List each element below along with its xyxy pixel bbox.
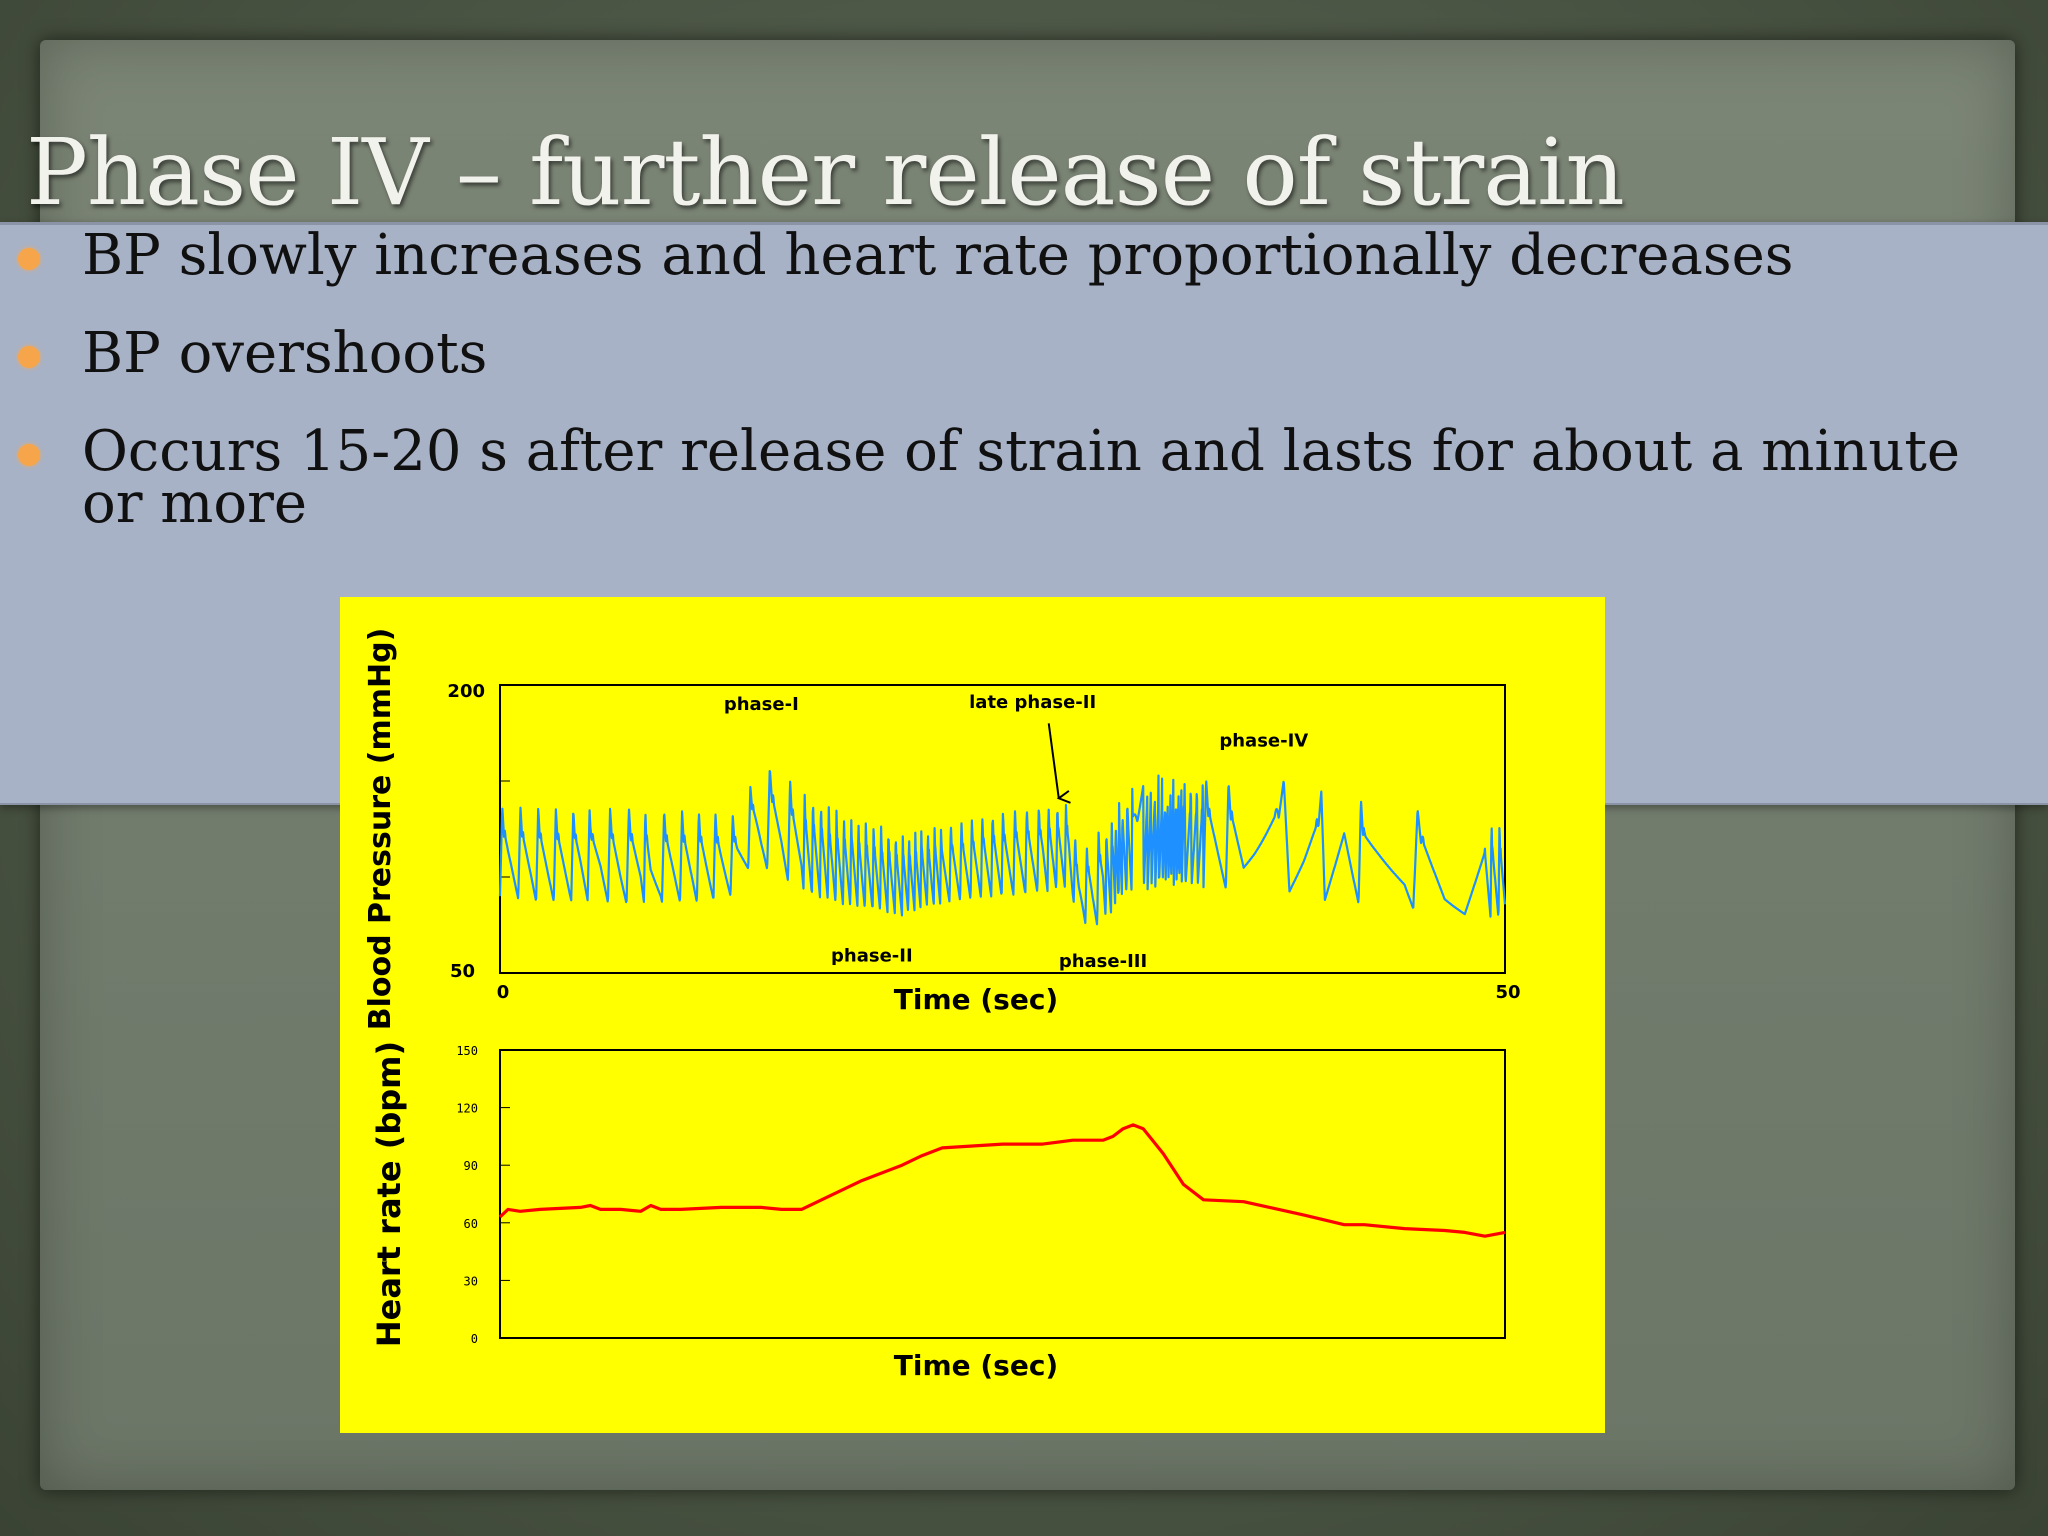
hr-y-tick-labels: 150 120 90 60 30 0 xyxy=(456,1044,510,1346)
maneuver-figure: Blood Pressure (mmHg) 200 50 0 50 Time (… xyxy=(340,597,1605,1433)
figure-svg: Blood Pressure (mmHg) 200 50 0 50 Time (… xyxy=(363,628,1521,1382)
hr-y-axis-label: Heart rate (bpm) xyxy=(370,1041,408,1347)
hr-y-tick-label: 60 xyxy=(464,1217,478,1231)
hr-y-tick-label: 150 xyxy=(456,1044,478,1058)
hr-x-axis-label: Time (sec) xyxy=(894,1349,1058,1382)
bp-tick-marks xyxy=(500,684,510,974)
bp-x-axis-label: Time (sec) xyxy=(894,983,1058,1016)
bp-plot-frame xyxy=(499,684,1506,974)
bullet-dot-icon xyxy=(18,248,40,270)
bullet-list: BP slowly increases and heart rate propo… xyxy=(0,228,2030,576)
bullet-text: BP overshoots xyxy=(82,321,488,386)
bp-annotations: phase-I late phase-II phase-IV phase-II phas… xyxy=(724,692,1308,972)
bp-trace-line xyxy=(498,770,1507,926)
hr-y-tick-label: 0 xyxy=(471,1332,478,1346)
bp-x-tick-label: 0 xyxy=(497,982,510,1003)
hr-plot-frame xyxy=(499,1049,1506,1339)
bullet-item: BP slowly increases and heart rate propo… xyxy=(0,228,2030,284)
hr-y-tick-label: 30 xyxy=(464,1274,478,1288)
bullet-item: Occurs 15-20 s after release of strain a… xyxy=(0,424,2030,532)
bp-y-axis-label: Blood Pressure (mmHg) xyxy=(363,628,398,1031)
bp-annotation-label: phase-IV xyxy=(1219,730,1308,751)
slide-title: Phase IV – further release of strain xyxy=(26,119,1625,226)
hr-chart: Heart rate (bpm) 150 120 90 60 30 0 Time (sec… xyxy=(370,1041,1506,1382)
bullet-text: BP slowly increases and heart rate propo… xyxy=(82,223,1794,288)
bullet-item: BP overshoots xyxy=(0,326,2030,382)
bp-y-tick-label: 50 xyxy=(450,961,475,982)
bullet-dot-icon xyxy=(18,346,40,368)
hr-y-tick-label: 90 xyxy=(464,1159,478,1173)
bullet-dot-icon xyxy=(18,444,40,466)
bp-y-tick-label: 200 xyxy=(447,681,485,702)
hr-trace-line xyxy=(498,1123,1506,1238)
bullet-text: Occurs 15-20 s after release of strain a… xyxy=(82,419,1961,536)
bp-annotation-label: phase-I xyxy=(724,694,799,715)
bp-annotation-label: phase-III xyxy=(1059,951,1147,972)
late-phase-ii-arrow xyxy=(1047,723,1059,798)
bp-x-tick-label: 50 xyxy=(1495,982,1520,1003)
hr-y-tick-label: 120 xyxy=(456,1102,478,1116)
bp-chart: Blood Pressure (mmHg) 200 50 0 50 Time (… xyxy=(363,628,1521,1031)
bp-annotation-label: late phase-II xyxy=(969,692,1096,713)
bp-annotation-label: phase-II xyxy=(831,945,913,966)
